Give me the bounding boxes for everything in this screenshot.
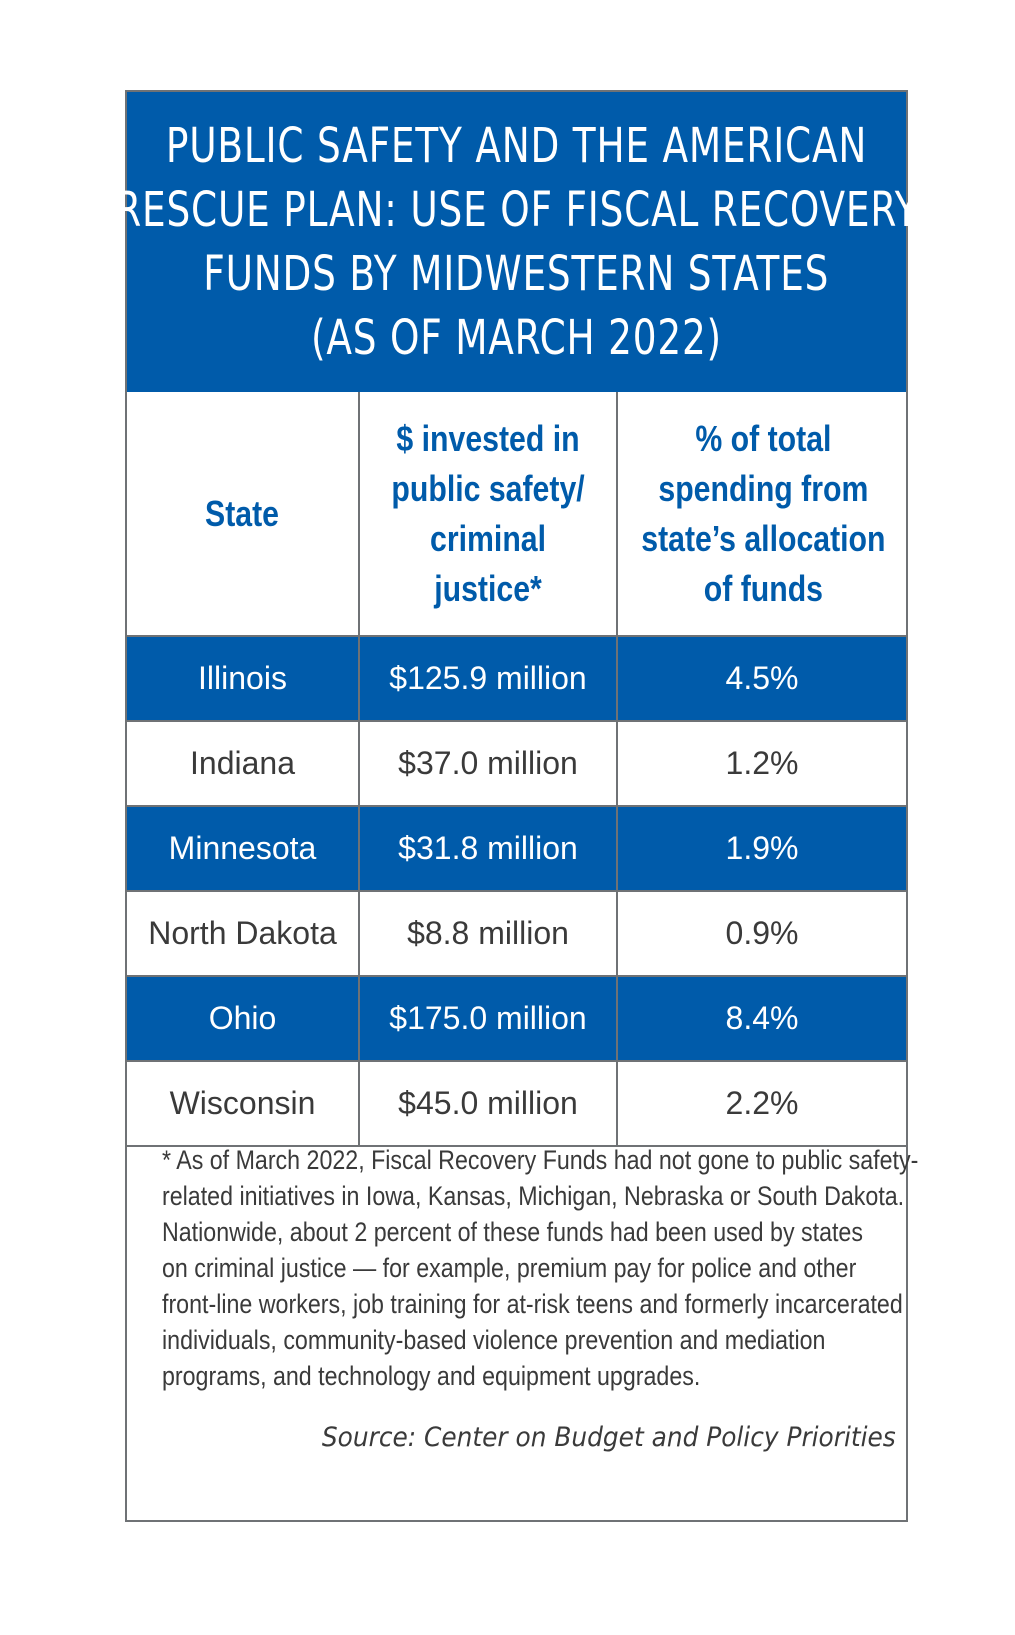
header-line: state’s allocation (641, 517, 886, 559)
footnote-line: Nationwide, about 2 percent of these fun… (162, 1217, 863, 1247)
cell-state: Ohio (127, 975, 360, 1062)
table-row: Illinois $125.9 million 4.5% (127, 635, 906, 722)
cell-invested: $31.8 million (358, 805, 618, 892)
footnote-line: * As of March 2022, Fiscal Recovery Fund… (162, 1145, 919, 1175)
table-row: North Dakota $8.8 million 0.9% (127, 890, 906, 977)
cell-invested: $45.0 million (358, 1060, 618, 1147)
cell-state: Minnesota (127, 805, 360, 892)
table-header-row: State $ invested in public safety/ crimi… (127, 392, 906, 637)
cell-state: Illinois (127, 635, 360, 722)
cell-percent: 1.2% (616, 720, 906, 807)
header-line: State (205, 492, 280, 534)
data-table: State $ invested in public safety/ crimi… (127, 392, 906, 1147)
footnote-line: on criminal justice — for example, premi… (162, 1253, 857, 1283)
cell-invested: $175.0 million (358, 975, 618, 1062)
source-credit: Source: Center on Budget and Policy Prio… (322, 1422, 896, 1453)
column-header-percent: % of total spending from state’s allocat… (616, 392, 906, 637)
cell-invested: $125.9 million (358, 635, 618, 722)
footnote-line: front-line workers, job training for at-… (162, 1289, 903, 1319)
header-line: % of total (695, 417, 832, 459)
cell-percent: 0.9% (616, 890, 906, 977)
table-row: Wisconsin $45.0 million 2.2% (127, 1060, 906, 1147)
title-line: Public Safety and the American (165, 118, 868, 174)
cell-state: North Dakota (127, 890, 360, 977)
cell-percent: 2.2% (616, 1060, 906, 1147)
cell-percent: 4.5% (616, 635, 906, 722)
header-line: spending from (658, 467, 869, 509)
cell-state: Indiana (127, 720, 360, 807)
footnote: * As of March 2022, Fiscal Recovery Fund… (162, 1142, 919, 1394)
header-line: criminal (430, 517, 546, 559)
header-line: public safety/ (391, 467, 585, 509)
footnote-line: individuals, community-based violence pr… (162, 1325, 826, 1355)
header-line: of funds (703, 567, 824, 609)
column-header-state: State (127, 392, 360, 637)
table-row: Indiana $37.0 million 1.2% (127, 720, 906, 807)
footnote-line: programs, and technology and equipment u… (162, 1361, 701, 1391)
cell-percent: 8.4% (616, 975, 906, 1062)
cell-state: Wisconsin (127, 1060, 360, 1147)
cell-invested: $8.8 million (358, 890, 618, 977)
table-row: Ohio $175.0 million 8.4% (127, 975, 906, 1062)
infographic-card: Public Safety and the American Rescue Pl… (115, 90, 919, 1522)
header-line: justice* (434, 567, 542, 609)
header-line: $ invested in (396, 417, 580, 459)
table-row: Minnesota $31.8 million 1.9% (127, 805, 906, 892)
title-line: Rescue Plan: Use of Fiscal Recovery (114, 182, 919, 238)
title-line: Funds by Midwestern States (203, 246, 830, 302)
column-header-invested: $ invested in public safety/ criminal ju… (358, 392, 618, 637)
title-banner: Public Safety and the American Rescue Pl… (115, 92, 917, 392)
cell-percent: 1.9% (616, 805, 906, 892)
title-line: (as of March 2022) (311, 310, 722, 366)
cell-invested: $37.0 million (358, 720, 618, 807)
footnote-line: related initiatives in Iowa, Kansas, Mic… (162, 1181, 905, 1211)
